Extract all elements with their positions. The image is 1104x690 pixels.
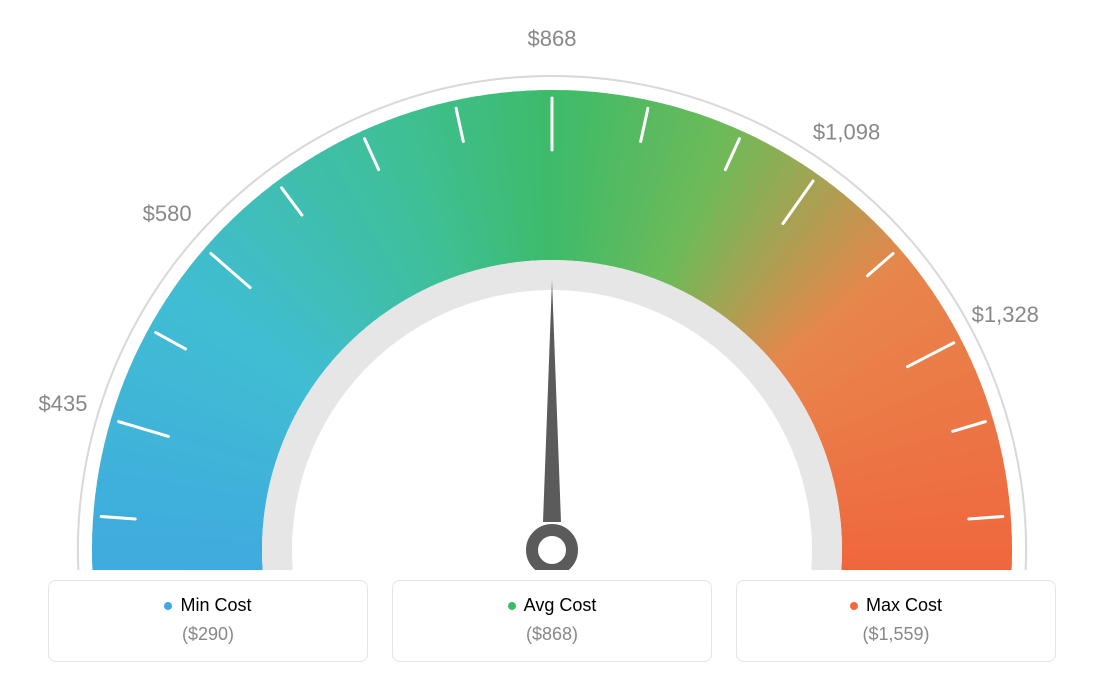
legend-label-avg: Avg Cost [524, 595, 597, 616]
svg-text:$868: $868 [528, 26, 577, 51]
svg-text:$1,098: $1,098 [813, 119, 880, 144]
legend-dot-max [850, 602, 858, 610]
legend-label-min: Min Cost [180, 595, 251, 616]
cost-gauge-widget: $290$435$580$868$1,098$1,328$1,559 Min C… [0, 0, 1104, 690]
legend-value-avg: ($868) [411, 624, 693, 645]
svg-text:$1,328: $1,328 [972, 302, 1039, 327]
gauge-chart: $290$435$580$868$1,098$1,328$1,559 [0, 10, 1104, 570]
legend-dot-min [164, 602, 172, 610]
legend-row: Min Cost ($290) Avg Cost ($868) Max Cost… [0, 580, 1104, 662]
svg-text:$580: $580 [143, 201, 192, 226]
legend-value-max: ($1,559) [755, 624, 1037, 645]
legend-label-max: Max Cost [866, 595, 942, 616]
legend-value-min: ($290) [67, 624, 349, 645]
legend-card-avg: Avg Cost ($868) [392, 580, 712, 662]
legend-card-min: Min Cost ($290) [48, 580, 368, 662]
legend-card-max: Max Cost ($1,559) [736, 580, 1056, 662]
legend-dot-avg [508, 602, 516, 610]
svg-text:$435: $435 [39, 391, 88, 416]
